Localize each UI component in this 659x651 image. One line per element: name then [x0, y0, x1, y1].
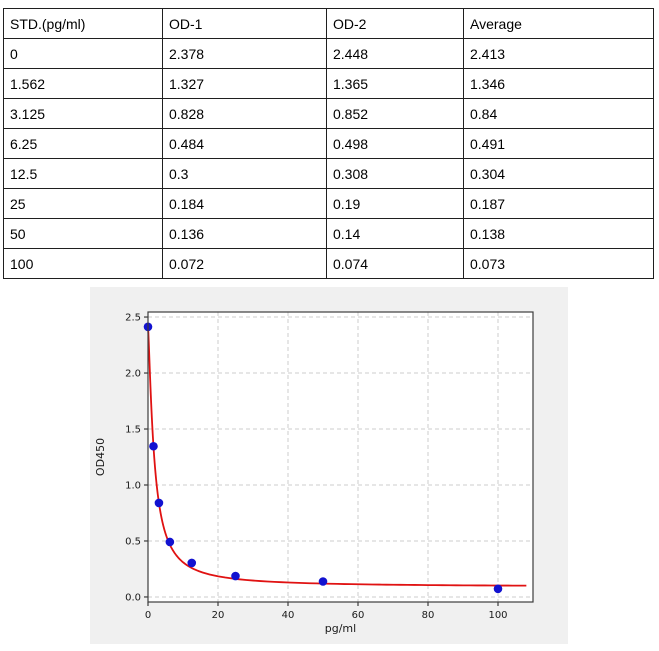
table-cell: 1.346 [463, 68, 654, 99]
table-row: 0 2.378 2.448 2.413 [3, 38, 654, 69]
standards-table: STD.(pg/ml) OD-1 OD-2 Average 0 2.378 2.448 2.… [3, 8, 654, 279]
table-cell: 0.3 [162, 158, 327, 189]
table-cell: 100 [3, 248, 163, 279]
table-cell: 0.074 [326, 248, 464, 279]
data-point-marker [154, 498, 164, 508]
y-axis-label: OD450 [94, 438, 107, 476]
table-cell: 0.136 [162, 218, 327, 249]
table-cell: 2.448 [326, 38, 464, 69]
plot-border [147, 311, 534, 603]
table-cell: 0.484 [162, 128, 327, 159]
data-point-marker [318, 577, 328, 586]
table-cell: 1.562 [3, 68, 163, 99]
table-cell: 1.327 [162, 68, 327, 99]
column-header-2: OD-2 [326, 8, 464, 39]
fit-curve-line [147, 326, 527, 587]
table-header: STD.(pg/ml) OD-1 OD-2 Average [3, 8, 654, 39]
column-header-0: STD.(pg/ml) [3, 8, 163, 39]
table-cell: 0.308 [326, 158, 464, 189]
data-point-marker [231, 571, 240, 581]
data-point-marker [165, 537, 175, 547]
table-cell: 12.5 [3, 158, 163, 189]
data-point-marker [149, 441, 158, 451]
x-tick-label: 60 [352, 610, 365, 621]
standard-curve-figure: 0 20 40 60 80 100 0.0 0.5 1.0 1.5 2.0 2.5 pg/ml OD450 [90, 287, 568, 644]
data-point-marker [493, 584, 503, 594]
x-tick-label: 40 [282, 610, 295, 621]
y-tick-label: 1.0 [125, 480, 141, 491]
table-cell: 3.125 [3, 98, 163, 129]
table-cell: 25 [3, 188, 163, 219]
data-point-marker [187, 558, 197, 568]
table-row: 1.562 1.327 1.365 1.346 [3, 68, 654, 99]
standard-curve-chart: 0 20 40 60 80 100 0.0 0.5 1.0 1.5 2.0 2.5 pg/ml OD450 [90, 287, 568, 644]
table-header-row: STD.(pg/ml) OD-1 OD-2 Average [3, 8, 654, 39]
table-cell: 0 [3, 38, 163, 69]
table-cell: 50 [3, 218, 163, 249]
table-cell: 0.072 [162, 248, 327, 279]
x-tick-label: 20 [212, 610, 225, 621]
column-header-3: Average [463, 8, 654, 39]
table-cell: 0.491 [463, 128, 654, 159]
table-cell: 0.852 [326, 98, 464, 129]
table-cell: 6.25 [3, 128, 163, 159]
table-cell: 1.365 [326, 68, 464, 99]
plot-area [148, 312, 533, 602]
x-tick-label: 80 [422, 610, 435, 621]
table-cell: 2.413 [463, 38, 654, 69]
y-tick-label: 0.0 [125, 592, 141, 603]
table-row: 50 0.136 0.14 0.138 [3, 218, 654, 249]
table-row: 25 0.184 0.19 0.187 [3, 188, 654, 219]
x-axis-label: pg/ml [325, 622, 356, 635]
table-cell: 0.073 [463, 248, 654, 279]
table-cell: 0.828 [162, 98, 327, 129]
table-cell: 0.187 [463, 188, 654, 219]
y-tick-label: 2.5 [125, 313, 141, 324]
y-tick-label: 0.5 [125, 536, 141, 547]
table-cell: 0.184 [162, 188, 327, 219]
table-cell: 0.14 [326, 218, 464, 249]
y-tick-label: 2.0 [125, 369, 141, 380]
x-tick-label: 100 [488, 610, 507, 621]
table-cell: 0.19 [326, 188, 464, 219]
x-tick-label: 0 [145, 610, 151, 621]
column-header-1: OD-1 [162, 8, 327, 39]
table-cell: 0.138 [463, 218, 654, 249]
table-cell: 0.304 [463, 158, 654, 189]
table-cell: 0.84 [463, 98, 654, 129]
table-row: 100 0.072 0.074 0.073 [3, 248, 654, 279]
table-cell: 0.498 [326, 128, 464, 159]
table-body: 0 2.378 2.448 2.413 1.562 1.327 1.365 1.346 3.12… [3, 38, 654, 279]
y-tick-label: 1.5 [125, 425, 141, 436]
table-cell: 2.378 [162, 38, 327, 69]
table-row: 3.125 0.828 0.852 0.84 [3, 98, 654, 129]
table-row: 12.5 0.3 0.308 0.304 [3, 158, 654, 189]
table-row: 6.25 0.484 0.498 0.491 [3, 128, 654, 159]
